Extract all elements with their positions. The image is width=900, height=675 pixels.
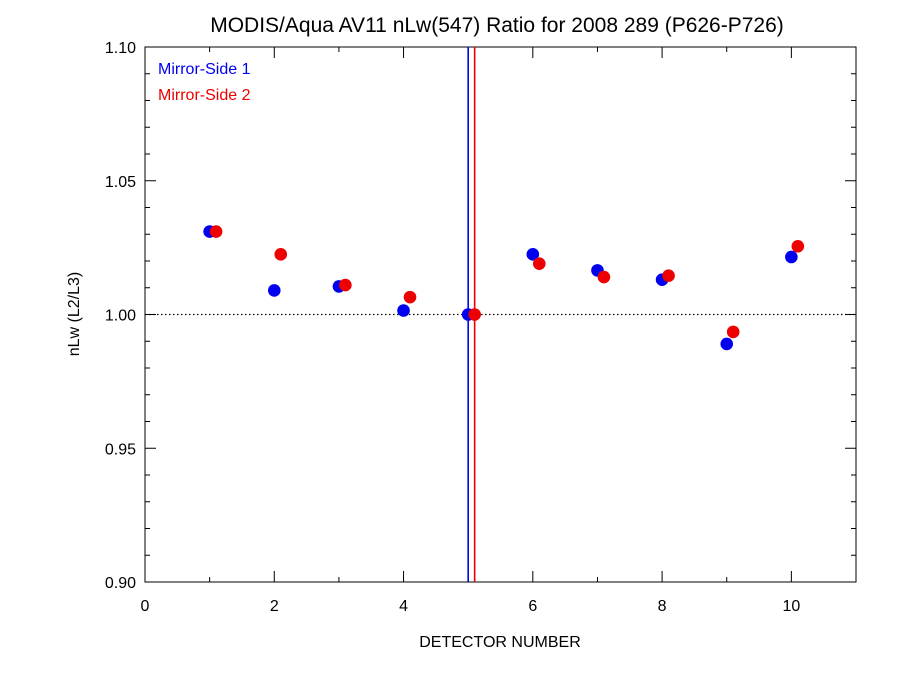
- x-tick-label: 8: [658, 598, 667, 615]
- y-tick-label: 0.90: [105, 575, 136, 592]
- y-tick-label: 1.05: [105, 174, 136, 191]
- point-series-2-1: [209, 225, 223, 238]
- x-tick-label: 4: [399, 598, 408, 615]
- legend-entry-mirror-side-2: Mirror-Side 2: [158, 87, 251, 104]
- point-series-2-3: [339, 278, 352, 292]
- point-series-2-5: [468, 308, 481, 321]
- x-tick-label: 2: [270, 598, 279, 615]
- x-tick-label: 10: [782, 598, 800, 615]
- point-series-2-8: [662, 269, 675, 283]
- x-tick-label: 0: [141, 598, 150, 615]
- x-axis-label: DETECTOR NUMBER: [419, 634, 581, 651]
- point-series-2-2: [274, 248, 288, 261]
- y-axis-label: nLw (L2/L3): [66, 272, 83, 357]
- x-tick-labels: 0 2 4 6 8 10: [141, 598, 801, 615]
- point-series-1-4: [397, 304, 410, 317]
- point-series-2-9: [726, 325, 740, 339]
- chart-title: MODIS/Aqua AV11 nLw(547) Ratio for 2008 …: [210, 14, 784, 37]
- data-points: [203, 225, 805, 351]
- x-tick-label: 6: [528, 598, 537, 615]
- point-series-1-2: [267, 284, 281, 297]
- point-series-2-10: [791, 239, 805, 253]
- point-series-2-6: [532, 257, 546, 270]
- point-series-2-4: [403, 290, 417, 304]
- y-tick-label: 1.00: [105, 308, 136, 325]
- point-series-1-9: [720, 337, 734, 351]
- point-series-1-10: [785, 250, 798, 264]
- y-tick-label: 0.95: [105, 441, 136, 458]
- y-tick-label: 1.10: [105, 40, 136, 57]
- legend-entry-mirror-side-1: Mirror-Side 1: [158, 61, 251, 78]
- point-series-2-7: [597, 270, 611, 284]
- y-tick-labels: 0.90 0.95 1.00 1.05 1.10: [105, 40, 136, 592]
- point-series-1-6: [526, 248, 540, 261]
